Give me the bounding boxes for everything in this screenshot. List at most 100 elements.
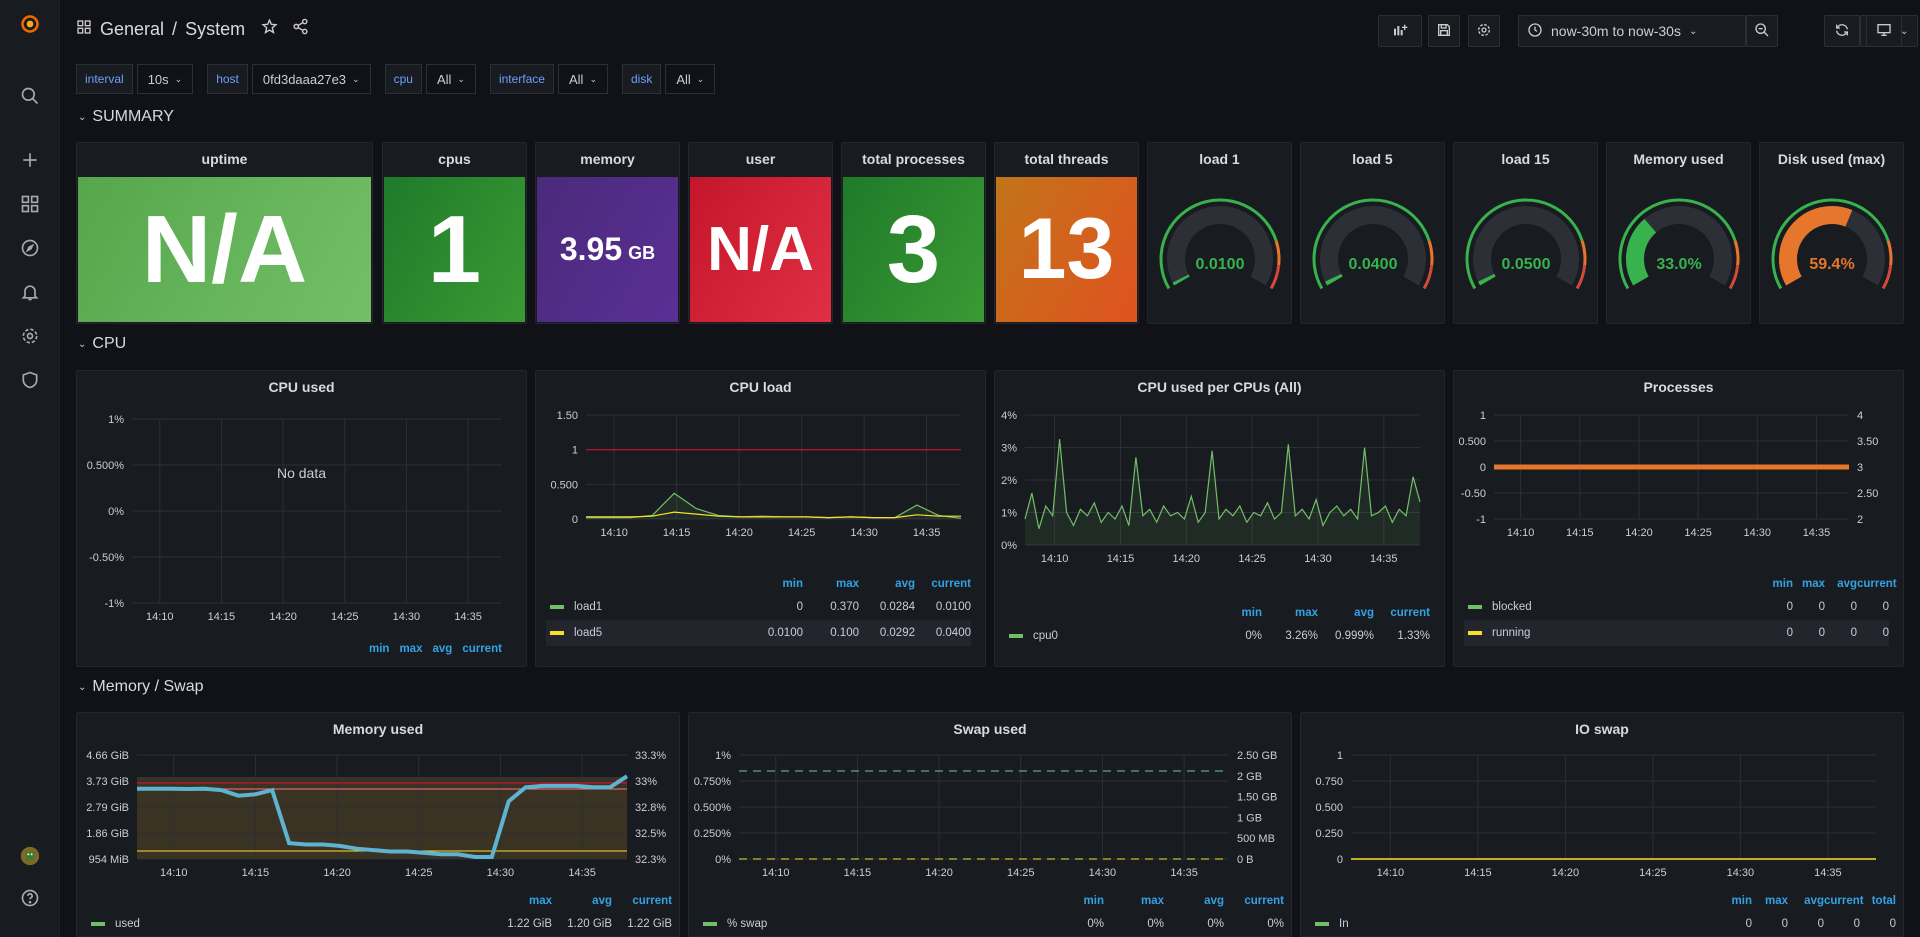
legend-row[interactable]: cpu0 0% 3.26% 0.999% 1.33% (1005, 623, 1430, 649)
create-plus-icon[interactable] (18, 148, 42, 172)
grafana-logo-icon[interactable] (18, 12, 42, 36)
legend-value: 1.22 GiB (627, 918, 672, 930)
add-panel-button[interactable] (1378, 15, 1422, 47)
zoom-out-button[interactable] (1746, 15, 1778, 47)
legend-col-min[interactable]: min (1772, 578, 1793, 590)
legend-col-max[interactable]: max (1294, 607, 1318, 619)
legend-col-max[interactable]: max (528, 895, 552, 907)
user-avatar-icon[interactable] (18, 844, 42, 868)
legend-col-avg[interactable]: avg (1837, 578, 1857, 590)
legend-col-current[interactable]: current (1390, 607, 1430, 619)
chevron-down-icon: ⌄ (78, 681, 87, 693)
panel-cpu-used[interactable]: CPU used 1% 0.500% 0% -0.50% -1% 14:10 14:15 14… (76, 370, 527, 667)
alerting-bell-icon[interactable] (18, 280, 42, 304)
legend-col-avg[interactable]: avg (895, 578, 915, 590)
legend-value: 1.20 GiB (567, 918, 612, 930)
legend-col-min[interactable]: min (369, 643, 390, 655)
panel-gauge-load-1[interactable]: load 1 0.0100 (1147, 142, 1292, 324)
cpu-per-cpu-chart: 4% 3% 2% 1% 0% 14:10 14:15 14:20 14:25 14:30 14:35… (995, 403, 1444, 666)
legend-col-current[interactable]: current (462, 643, 502, 655)
search-icon[interactable] (18, 84, 42, 108)
dashboard-title[interactable]: System (185, 18, 246, 39)
time-range-picker[interactable]: now-30m to now-30s ⌄ (1518, 15, 1746, 47)
legend-col-min[interactable]: min (1083, 895, 1104, 907)
dashboard-settings-button[interactable] (1468, 15, 1500, 47)
legend-row[interactable]: In 0 0 0 0 0 (1311, 911, 1896, 937)
legend-col-min[interactable]: min (1731, 895, 1752, 907)
legend-series-name[interactable]: cpu0 (1033, 630, 1058, 642)
legend-col-avg[interactable]: avg (432, 643, 453, 655)
gauge-threshold-red (1269, 264, 1281, 290)
row-summary[interactable]: ⌄ SUMMARY (78, 108, 174, 126)
legend-col-min[interactable]: min (782, 578, 803, 590)
legend-col-total[interactable]: total (1871, 895, 1896, 907)
panel-memory-used[interactable]: Memory used 4.66 GiB 3.73 GiB 2.79 GiB 1.86… (76, 712, 680, 937)
legend-col-current[interactable]: current (632, 895, 672, 907)
legend-col-max[interactable]: max (1764, 895, 1788, 907)
gauge-threshold-green (1771, 198, 1890, 290)
legend-series-name[interactable]: load5 (574, 627, 603, 639)
legend-col-current[interactable]: current (931, 578, 971, 590)
legend-row[interactable]: blocked 0 0 0 0 (1464, 594, 1889, 620)
breadcrumb-folder[interactable]: General (100, 18, 165, 39)
configuration-gear-icon[interactable] (18, 324, 42, 348)
legend-row[interactable]: load5 0.0100 0.100 0.0292 0.0400 (546, 620, 971, 646)
panel-processes[interactable]: Processes 1 0.500 0 -0.50 -1 4 3.50 3 2.50 2 14:10… (1453, 370, 1904, 667)
legend-value: 0 (1818, 627, 1825, 639)
panel-cpu-per-cpu[interactable]: CPU used per CPUs (All) 4% 3% 2% 1% 0% 14:10 1… (994, 370, 1445, 667)
legend-series-name[interactable]: running (1492, 627, 1531, 639)
legend-row[interactable]: load1 0 0.370 0.0284 0.0100 (546, 594, 971, 620)
panel-cpus[interactable]: cpus 1 (382, 142, 527, 324)
variable-select-interval[interactable]: 10s ⌄ (136, 64, 194, 94)
y-tick-label: 0 (1337, 854, 1343, 866)
panel-io-swap[interactable]: IO swap 1 0.750 0.500 0.250 0 14:10 14:15 14:20… (1300, 712, 1904, 937)
row-memory-swap[interactable]: ⌄ Memory / Swap (78, 678, 204, 696)
panel-gauge-memory-used[interactable]: Memory used 33.0% (1606, 142, 1751, 324)
star-icon[interactable] (261, 18, 278, 40)
panel-user[interactable]: user N/A (688, 142, 833, 324)
panel-gauge-load-15[interactable]: load 15 0.0500 (1453, 142, 1598, 324)
legend-series-name[interactable]: blocked (1492, 601, 1532, 613)
legend-series-name[interactable]: used (115, 918, 140, 930)
legend-col-avg[interactable]: avg (1354, 607, 1374, 619)
legend-col-avg[interactable]: avg (592, 895, 612, 907)
save-dashboard-button[interactable] (1428, 15, 1460, 47)
tv-mode-button[interactable] (1866, 15, 1902, 47)
panel-swap-used[interactable]: Swap used 1% 0.750% 0.500% 0.250% 0% 2.50 GB 2… (688, 712, 1292, 937)
legend-col-current[interactable]: current (1824, 895, 1864, 907)
refresh-button[interactable] (1824, 15, 1860, 47)
variable-select-disk[interactable]: All ⌄ (665, 64, 716, 94)
legend-series-name[interactable]: % swap (727, 918, 768, 930)
legend-row[interactable]: % swap 0% 0% 0% 0% (699, 911, 1284, 937)
legend-col-avg[interactable]: avg (1804, 895, 1824, 907)
row-cpu[interactable]: ⌄ CPU (78, 335, 126, 353)
legend-series-name[interactable]: In (1339, 918, 1349, 930)
panel-total-threads[interactable]: total threads 13 (994, 142, 1139, 324)
variable-select-interface[interactable]: All ⌄ (557, 64, 608, 94)
legend-col-max[interactable]: max (835, 578, 859, 590)
variable-select-cpu[interactable]: All ⌄ (425, 64, 476, 94)
help-icon[interactable] (18, 886, 42, 910)
legend-col-max[interactable]: max (399, 643, 423, 655)
legend-col-max[interactable]: max (1801, 578, 1825, 590)
share-icon[interactable] (292, 18, 309, 40)
legend-row[interactable]: used 1.22 GiB 1.20 GiB 1.22 GiB (87, 911, 672, 937)
server-admin-shield-icon[interactable] (18, 368, 42, 392)
dashboards-grid-icon[interactable] (18, 192, 42, 216)
variable-select-host[interactable]: 0fd3daaa27e3 ⌄ (251, 64, 371, 94)
x-tick-label: 14:20 (925, 867, 953, 879)
panel-uptime[interactable]: uptime N/A (76, 142, 373, 324)
legend-col-current[interactable]: current (1244, 895, 1284, 907)
legend-row[interactable]: running 0 0 0 0 (1464, 620, 1889, 646)
legend-col-min[interactable]: min (1241, 607, 1262, 619)
panel-memory[interactable]: memory 3.95 GB (535, 142, 680, 324)
legend-col-avg[interactable]: avg (1204, 895, 1224, 907)
legend-series-name[interactable]: load1 (574, 601, 603, 613)
panel-total-processes[interactable]: total processes 3 (841, 142, 986, 324)
legend-col-max[interactable]: max (1140, 895, 1164, 907)
panel-gauge-load-5[interactable]: load 5 0.0400 (1300, 142, 1445, 324)
legend-col-current[interactable]: current (1857, 578, 1897, 590)
panel-gauge-disk-used-max-[interactable]: Disk used (max) 59.4% (1759, 142, 1904, 324)
panel-cpu-load[interactable]: CPU load 1.50 1 0.500 0 14:10 14:15 14:20 14:25… (535, 370, 986, 667)
explore-compass-icon[interactable] (18, 236, 42, 260)
